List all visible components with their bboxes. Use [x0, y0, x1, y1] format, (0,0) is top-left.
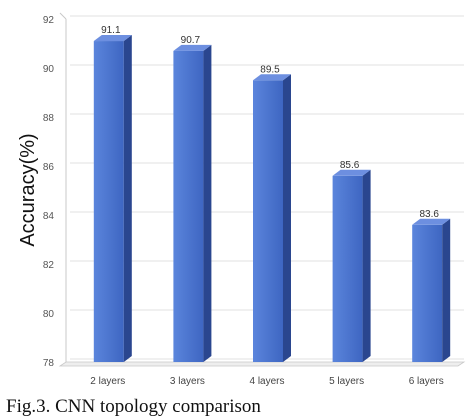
data-label: 85.6 [340, 160, 360, 171]
y-tick-label: 90 [43, 64, 55, 75]
data-label: 90.7 [181, 35, 201, 46]
x-tick-label: 5 layers [329, 376, 364, 387]
y-tick-label: 78 [43, 358, 55, 369]
bar-side [362, 169, 371, 362]
y-tick-label: 84 [43, 211, 55, 222]
y-tick-label: 88 [43, 113, 55, 124]
bar-front [332, 175, 363, 362]
bar-front [412, 224, 443, 362]
x-tick-label: 2 layers [90, 376, 125, 387]
data-label: 83.6 [419, 209, 439, 220]
y-tick-label: 92 [43, 15, 55, 26]
axis-depth-edge [59, 12, 67, 20]
x-tick-label: 3 layers [170, 376, 205, 387]
bar [412, 218, 451, 362]
bars [93, 35, 451, 363]
y-tick-label: 82 [43, 260, 55, 271]
x-tick-label: 4 layers [249, 376, 284, 387]
bar-top [412, 218, 451, 225]
axes [58, 12, 466, 367]
data-label: 91.1 [101, 25, 121, 36]
bar-front [93, 41, 124, 363]
bar [173, 44, 212, 362]
bar [332, 169, 371, 362]
bar-front [253, 80, 283, 362]
x-axis-floor [58, 361, 466, 367]
bar-top [173, 44, 212, 51]
bar-chart: 78 80 82 84 86 88 90 92 91.1 90.7 89.5 85.6 83.6 2 … [17, 12, 466, 387]
bar-top [332, 169, 371, 176]
bar-side [203, 44, 212, 362]
figure-caption: Fig.3. CNN topology comparison [6, 396, 261, 417]
y-tick-labels: 78 80 82 84 86 88 90 92 [43, 15, 55, 369]
bar-front [173, 50, 204, 362]
data-label: 89.5 [260, 64, 280, 75]
y-axis-title: Accuracy(%) [17, 133, 39, 246]
data-labels: 91.1 90.7 89.5 85.6 83.6 [101, 25, 439, 220]
x-tick-label: 6 layers [409, 376, 444, 387]
x-tick-labels: 2 layers 3 layers 4 layers 5 layers 6 layers [90, 376, 443, 387]
y-tick-label: 80 [43, 309, 55, 320]
bar [93, 35, 132, 363]
bar-top [93, 35, 132, 42]
bar [253, 74, 291, 362]
bar-side [123, 35, 132, 363]
bar-top [253, 74, 291, 81]
bar-side [283, 74, 291, 362]
bar-side [442, 218, 451, 362]
y-tick-label: 86 [43, 162, 55, 173]
